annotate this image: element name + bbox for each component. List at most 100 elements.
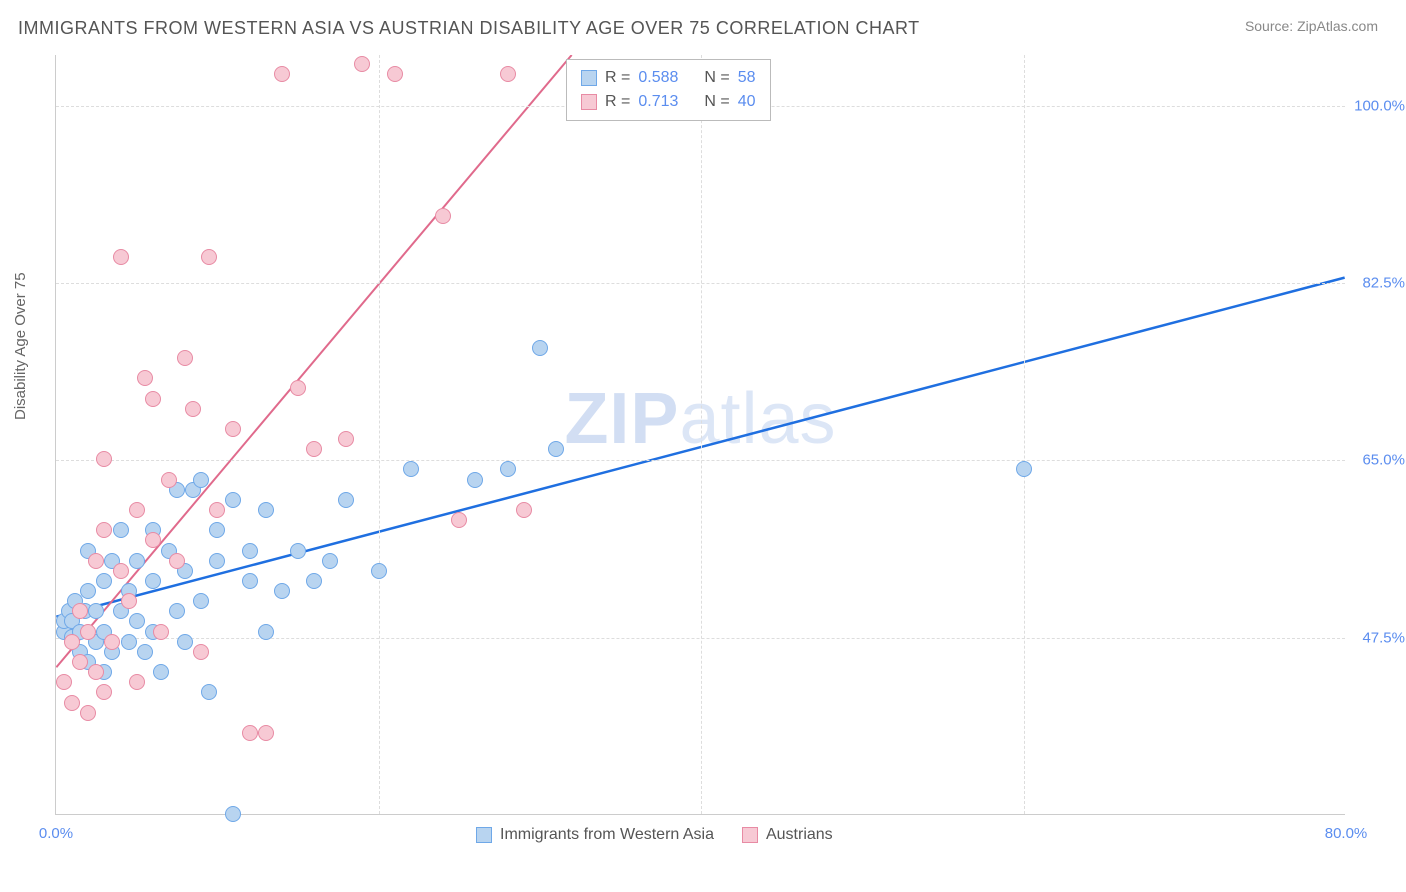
legend-series-name: Austrians xyxy=(766,826,833,844)
scatter-point xyxy=(64,695,80,711)
scatter-point xyxy=(161,472,177,488)
legend-row: R =0.713N =40 xyxy=(581,90,756,114)
y-tick-label: 100.0% xyxy=(1350,97,1405,114)
scatter-point xyxy=(242,725,258,741)
scatter-point xyxy=(121,634,137,650)
scatter-point xyxy=(137,644,153,660)
scatter-point xyxy=(1016,461,1032,477)
scatter-point xyxy=(104,634,120,650)
scatter-point xyxy=(80,624,96,640)
source-label: Source: ZipAtlas.com xyxy=(1245,18,1378,34)
legend-swatch xyxy=(476,827,492,843)
scatter-point xyxy=(532,340,548,356)
scatter-point xyxy=(145,573,161,589)
scatter-point xyxy=(137,370,153,386)
scatter-point xyxy=(145,532,161,548)
legend-swatch xyxy=(581,94,597,110)
scatter-point xyxy=(177,350,193,366)
scatter-point xyxy=(451,512,467,528)
scatter-point xyxy=(169,603,185,619)
legend-r-value: 0.588 xyxy=(638,66,678,90)
scatter-point xyxy=(290,543,306,559)
scatter-point xyxy=(96,451,112,467)
legend-r-label: R = xyxy=(605,90,630,114)
scatter-point xyxy=(72,654,88,670)
scatter-point xyxy=(371,563,387,579)
scatter-point xyxy=(56,674,72,690)
scatter-point xyxy=(225,806,241,822)
y-axis-label: Disability Age Over 75 xyxy=(12,272,29,420)
scatter-point xyxy=(201,249,217,265)
scatter-point xyxy=(88,553,104,569)
y-tick-label: 82.5% xyxy=(1350,275,1405,292)
scatter-point xyxy=(201,684,217,700)
scatter-point xyxy=(225,492,241,508)
legend-swatch xyxy=(581,70,597,86)
scatter-point xyxy=(258,502,274,518)
scatter-point xyxy=(193,472,209,488)
gridline-vertical xyxy=(701,55,702,814)
scatter-point xyxy=(113,522,129,538)
scatter-point xyxy=(322,553,338,569)
scatter-point xyxy=(225,421,241,437)
scatter-point xyxy=(258,725,274,741)
scatter-point xyxy=(129,553,145,569)
scatter-point xyxy=(338,431,354,447)
scatter-point xyxy=(193,593,209,609)
scatter-point xyxy=(96,684,112,700)
y-tick-label: 47.5% xyxy=(1350,629,1405,646)
scatter-point xyxy=(274,66,290,82)
scatter-point xyxy=(467,472,483,488)
scatter-point xyxy=(177,634,193,650)
scatter-point xyxy=(80,705,96,721)
scatter-point xyxy=(306,573,322,589)
scatter-point xyxy=(96,522,112,538)
correlation-legend: R =0.588N =58R =0.713N =40 xyxy=(566,59,771,121)
legend-series-item: Immigrants from Western Asia xyxy=(476,826,714,844)
x-tick-label: 0.0% xyxy=(39,825,73,842)
scatter-point xyxy=(516,502,532,518)
scatter-point xyxy=(500,461,516,477)
scatter-point xyxy=(354,56,370,72)
series-legend: Immigrants from Western Asia Austrians xyxy=(476,826,833,844)
scatter-point xyxy=(435,208,451,224)
scatter-point xyxy=(338,492,354,508)
legend-n-value: 58 xyxy=(738,66,756,90)
scatter-point xyxy=(548,441,564,457)
gridline-vertical xyxy=(1024,55,1025,814)
scatter-point xyxy=(242,543,258,559)
scatter-point xyxy=(306,441,322,457)
gridline-vertical xyxy=(379,55,380,814)
scatter-point xyxy=(153,664,169,680)
scatter-point xyxy=(113,563,129,579)
legend-series-item: Austrians xyxy=(742,826,833,844)
scatter-point xyxy=(129,674,145,690)
scatter-point xyxy=(64,634,80,650)
scatter-point xyxy=(209,522,225,538)
scatter-point xyxy=(185,401,201,417)
legend-row: R =0.588N =58 xyxy=(581,66,756,90)
scatter-point xyxy=(274,583,290,599)
scatter-point xyxy=(500,66,516,82)
scatter-point xyxy=(129,502,145,518)
x-tick-label: 80.0% xyxy=(1325,825,1368,842)
scatter-point xyxy=(88,664,104,680)
scatter-point xyxy=(193,644,209,660)
scatter-point xyxy=(96,573,112,589)
scatter-point xyxy=(121,593,137,609)
scatter-point xyxy=(209,553,225,569)
scatter-point xyxy=(145,391,161,407)
scatter-point xyxy=(113,249,129,265)
scatter-point xyxy=(80,583,96,599)
y-tick-label: 65.0% xyxy=(1350,452,1405,469)
legend-series-name: Immigrants from Western Asia xyxy=(500,826,714,844)
chart-title: IMMIGRANTS FROM WESTERN ASIA VS AUSTRIAN… xyxy=(18,18,920,39)
legend-swatch xyxy=(742,827,758,843)
legend-n-label: N = xyxy=(704,90,729,114)
scatter-point xyxy=(387,66,403,82)
scatter-point xyxy=(242,573,258,589)
scatter-point xyxy=(129,613,145,629)
scatter-point xyxy=(290,380,306,396)
scatter-point xyxy=(169,553,185,569)
scatter-point xyxy=(72,603,88,619)
